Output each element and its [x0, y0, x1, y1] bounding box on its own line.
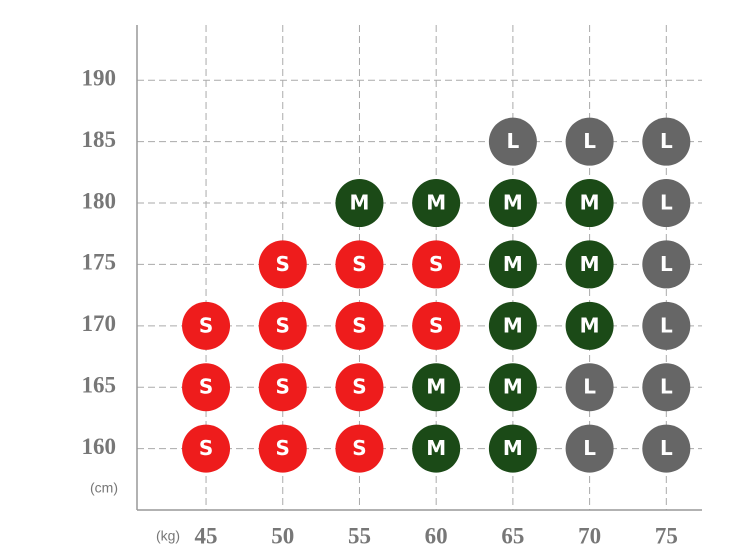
y-tick-label: 165 [82, 372, 117, 397]
size-label: M [580, 252, 600, 276]
size-dot [335, 301, 384, 350]
size-dot [642, 424, 691, 473]
size-dot [412, 424, 461, 473]
size-dot [335, 240, 384, 289]
size-label: L [660, 436, 673, 460]
size-label: M [503, 436, 523, 460]
size-dot [488, 179, 537, 228]
size-label: S [352, 375, 366, 399]
size-dot [642, 240, 691, 289]
y-tick-label: 170 [82, 311, 117, 336]
x-tick-label: 75 [655, 523, 678, 548]
size-label: L [660, 252, 673, 276]
size-label: M [503, 313, 523, 337]
size-dot [412, 363, 461, 412]
y-tick-label: 175 [82, 250, 117, 275]
size-label: M [350, 191, 370, 215]
size-dot [258, 363, 307, 412]
x-tick-label: 50 [271, 523, 294, 548]
size-label: M [503, 375, 523, 399]
size-dot [642, 179, 691, 228]
size-label: L [660, 375, 673, 399]
size-label: L [660, 191, 673, 215]
size-dot [565, 117, 614, 166]
y-tick-label: 180 [82, 188, 117, 213]
size-dot [182, 424, 231, 473]
size-label: S [199, 313, 213, 337]
size-label: S [276, 436, 290, 460]
size-dot [335, 179, 384, 228]
size-dot [488, 301, 537, 350]
y-tick-label: 190 [82, 66, 117, 91]
size-dot [642, 363, 691, 412]
size-label: M [503, 191, 523, 215]
size-dot [412, 301, 461, 350]
size-dot [258, 424, 307, 473]
size-label: L [583, 129, 596, 153]
size-label: S [276, 313, 290, 337]
y-tick-label: 160 [82, 434, 117, 459]
size-dot [258, 240, 307, 289]
size-dot [488, 117, 537, 166]
size-dot [565, 301, 614, 350]
size-label: S [429, 252, 443, 276]
size-label: S [199, 436, 213, 460]
size-dot [488, 363, 537, 412]
size-label: L [583, 375, 596, 399]
y-tick-label: 185 [82, 127, 117, 152]
size-label: S [276, 252, 290, 276]
size-label: S [199, 375, 213, 399]
x-unit: (kg) [156, 528, 180, 544]
size-dot [412, 240, 461, 289]
size-label: S [352, 252, 366, 276]
size-label: S [352, 313, 366, 337]
size-dot [642, 301, 691, 350]
size-label: L [507, 129, 520, 153]
size-dot [488, 240, 537, 289]
size-dot [488, 424, 537, 473]
size-label: L [660, 129, 673, 153]
size-dot [182, 301, 231, 350]
size-label: L [660, 313, 673, 337]
size-label: S [276, 375, 290, 399]
size-label: M [426, 375, 446, 399]
x-tick-label: 60 [425, 523, 448, 548]
x-tick-label: 55 [348, 523, 371, 548]
size-label: L [583, 436, 596, 460]
size-label: S [429, 313, 443, 337]
size-dot [412, 179, 461, 228]
size-dot [642, 117, 691, 166]
size-dot [335, 363, 384, 412]
size-label: M [580, 313, 600, 337]
x-tick-label: 65 [501, 523, 524, 548]
x-tick-label: 45 [195, 523, 218, 548]
size-label: M [503, 252, 523, 276]
size-dot [565, 240, 614, 289]
size-dot [335, 424, 384, 473]
size-label: M [426, 436, 446, 460]
y-unit: (cm) [90, 480, 118, 496]
size-dot [182, 363, 231, 412]
size-dot [565, 424, 614, 473]
size-label: M [426, 191, 446, 215]
x-tick-label: 70 [578, 523, 601, 548]
size-dot [565, 179, 614, 228]
size-label: M [580, 191, 600, 215]
size-dot [565, 363, 614, 412]
size-label: S [352, 436, 366, 460]
size-dot [258, 301, 307, 350]
